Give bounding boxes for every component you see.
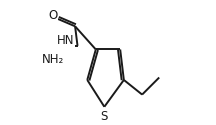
Text: S: S [101, 110, 108, 123]
Text: HN: HN [57, 34, 74, 47]
Text: O: O [49, 9, 58, 22]
Text: NH₂: NH₂ [42, 53, 64, 66]
